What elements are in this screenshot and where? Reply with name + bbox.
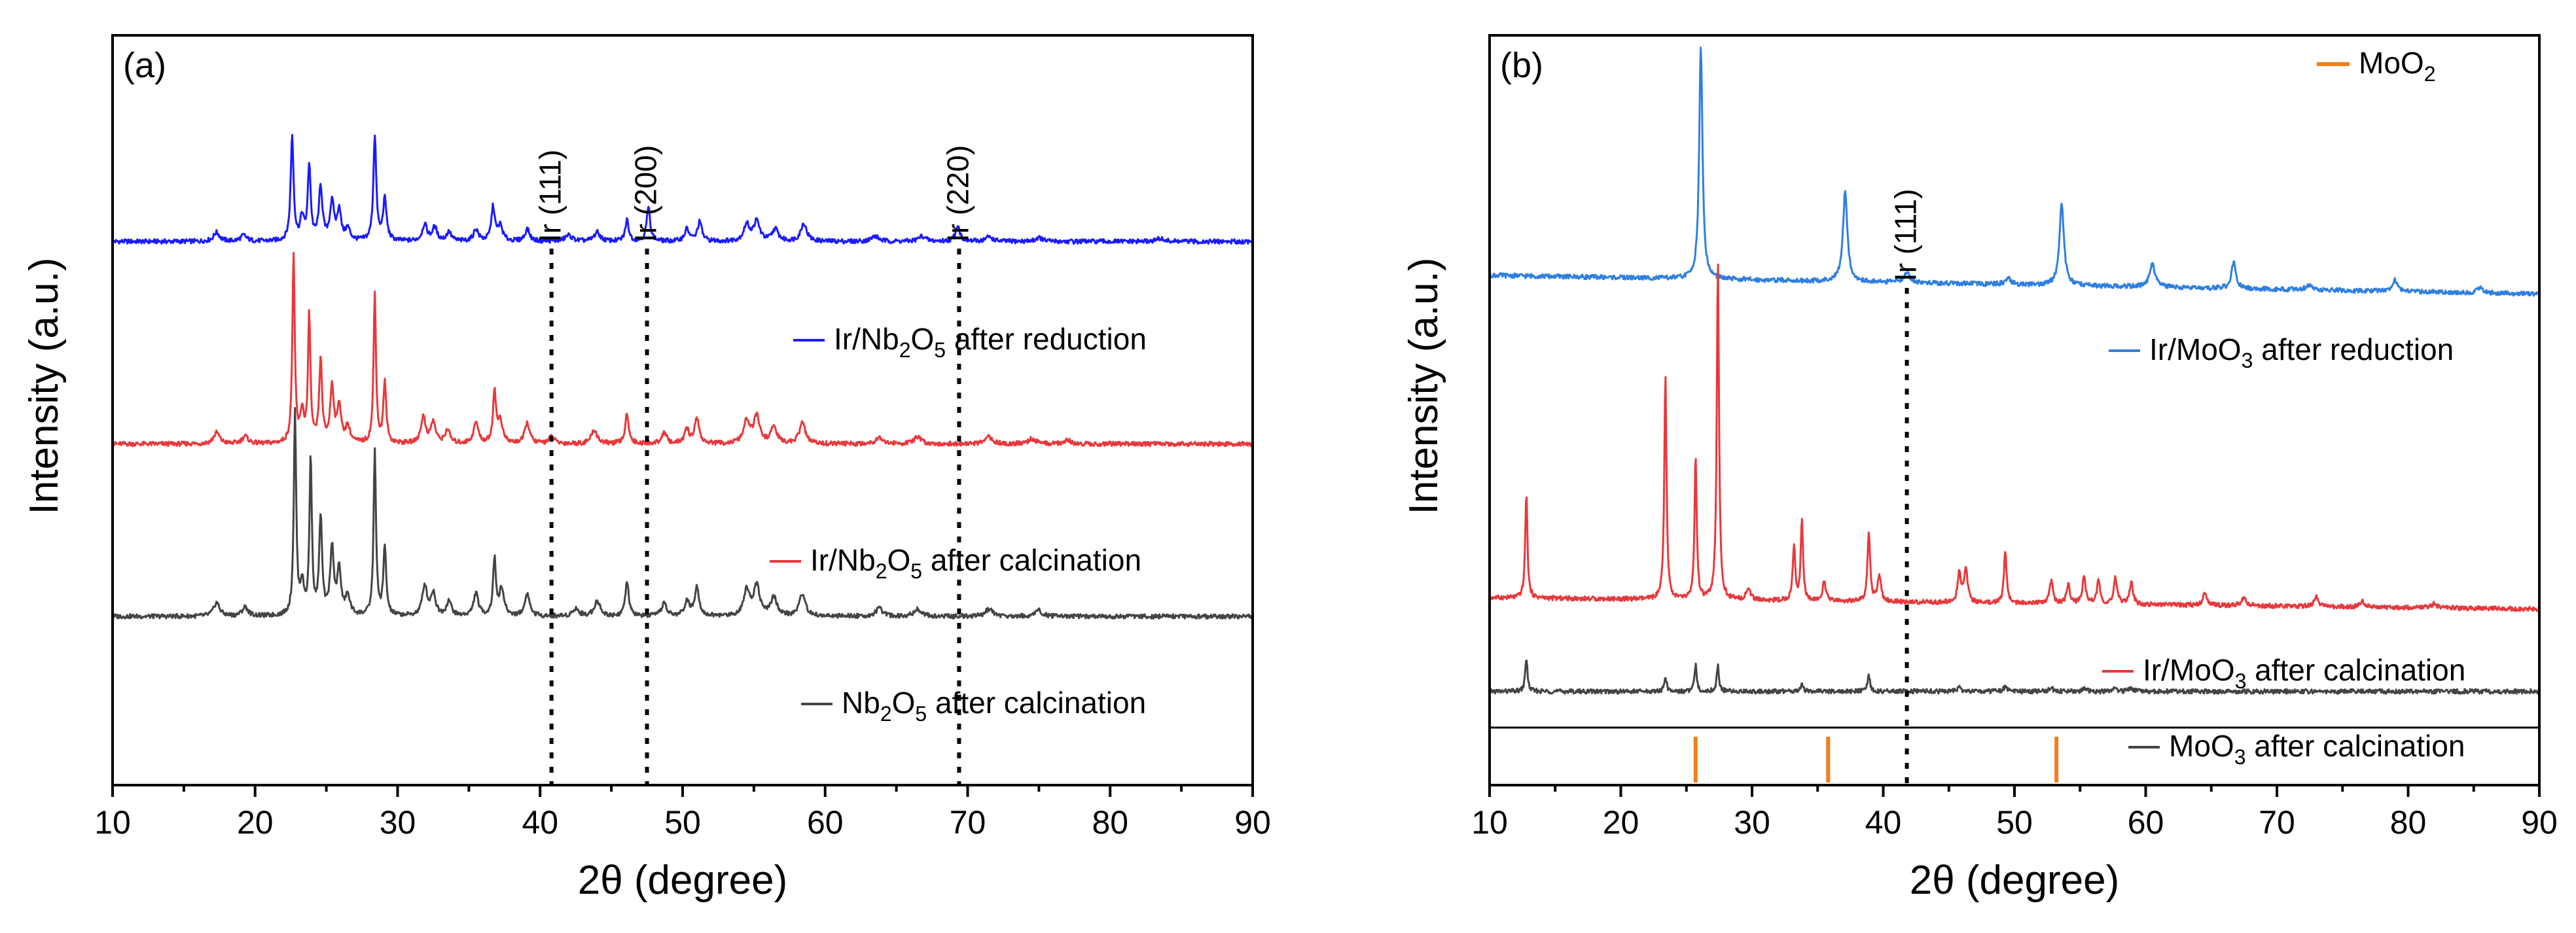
x-tick-label-b-40: 40 (1865, 804, 1902, 841)
legend-label-a-3: Nb2O5 after calcination (842, 686, 1146, 726)
panel-label-b: (b) (1500, 46, 1543, 85)
series-line-a-1 (111, 133, 1254, 245)
x-tick-label-a-90: 90 (1234, 804, 1271, 841)
series-line-a-2 (112, 251, 1254, 448)
x-tick-label-a-70: 70 (950, 804, 986, 841)
reference-label-a-3: Ir (220) (940, 145, 975, 242)
panel-a: Intensity (a.u.) Ir (111) Ir (200) Ir (220… (22, 34, 1271, 903)
x-axis-title-a: 2θ (degree) (578, 858, 788, 903)
series-line-b-3 (1489, 660, 2541, 695)
series-line-b-2 (1488, 263, 2541, 612)
x-tick-label-b-50: 50 (1996, 804, 2033, 841)
series-line-a-3 (111, 407, 1254, 620)
reference-pattern-b (1693, 737, 2059, 783)
reference-lines-b: Ir (111) (1889, 189, 1923, 785)
x-tick-label-a-30: 30 (380, 804, 416, 841)
y-axis-title-b: Intensity (a.u.) (1401, 258, 1446, 515)
x-tick-label-a-80: 80 (1092, 804, 1128, 841)
legend-label-b-3: MoO3 after calcination (2169, 729, 2465, 769)
panel-b: Intensity (a.u.) Ir (111) MoO2 Ir/MoO3 af… (1401, 34, 2558, 903)
legend-group-a: Ir/Nb2O5 after reduction Ir/Nb2O5 after c… (770, 322, 1147, 726)
x-axis-title-b: 2θ (degree) (1910, 858, 2120, 903)
legend-group-b: MoO2 Ir/MoO3 after reduction Ir/MoO3 after… (2102, 46, 2465, 769)
legend-label-a-1: Ir/Nb2O5 after reduction (834, 322, 1147, 362)
x-tick-label-b-20: 20 (1603, 804, 1639, 841)
x-tick-label-b-90: 90 (2521, 804, 2558, 841)
series-group-b (1488, 46, 2541, 695)
x-tick-label-a-20: 20 (237, 804, 274, 841)
x-tick-label-a-50: 50 (664, 804, 701, 841)
legend-label-b-2: Ir/MoO3 after calcination (2143, 653, 2465, 693)
plot-frame-b (1488, 34, 2541, 786)
plot-frame-a (111, 34, 1254, 786)
x-tick-label-b-70: 70 (2259, 804, 2295, 841)
legend-label-a-2: Ir/Nb2O5 after calcination (810, 543, 1141, 583)
x-tick-label-a-40: 40 (522, 804, 558, 841)
x-tick-label-b-60: 60 (2128, 804, 2164, 841)
x-axis-ticks-b: 10 20 30 40 50 60 70 80 90 (1471, 785, 2558, 841)
reference-label-a-1: Ir (111) (533, 150, 567, 242)
series-group-a (111, 133, 1254, 620)
reference-lines-a: Ir (111) Ir (200) Ir (220) (533, 145, 975, 785)
panel-label-a: (a) (123, 46, 166, 85)
y-axis-title-a: Intensity (a.u.) (22, 258, 67, 515)
reference-label-a-2: Ir (200) (629, 145, 663, 242)
series-line-b-1 (1488, 46, 2541, 297)
x-tick-label-a-10: 10 (94, 804, 131, 841)
reference-legend-label: MoO2 (2359, 46, 2435, 86)
x-tick-label-b-30: 30 (1734, 804, 1770, 841)
x-axis-ticks-a: 10 20 30 40 50 60 70 80 90 (94, 785, 1271, 841)
reference-label-b-1: Ir (111) (1889, 189, 1923, 281)
legend-label-b-1: Ir/MoO3 after reduction (2149, 332, 2454, 372)
x-tick-label-a-60: 60 (807, 804, 844, 841)
x-tick-label-b-80: 80 (2390, 804, 2427, 841)
x-tick-label-b-10: 10 (1471, 804, 1508, 841)
